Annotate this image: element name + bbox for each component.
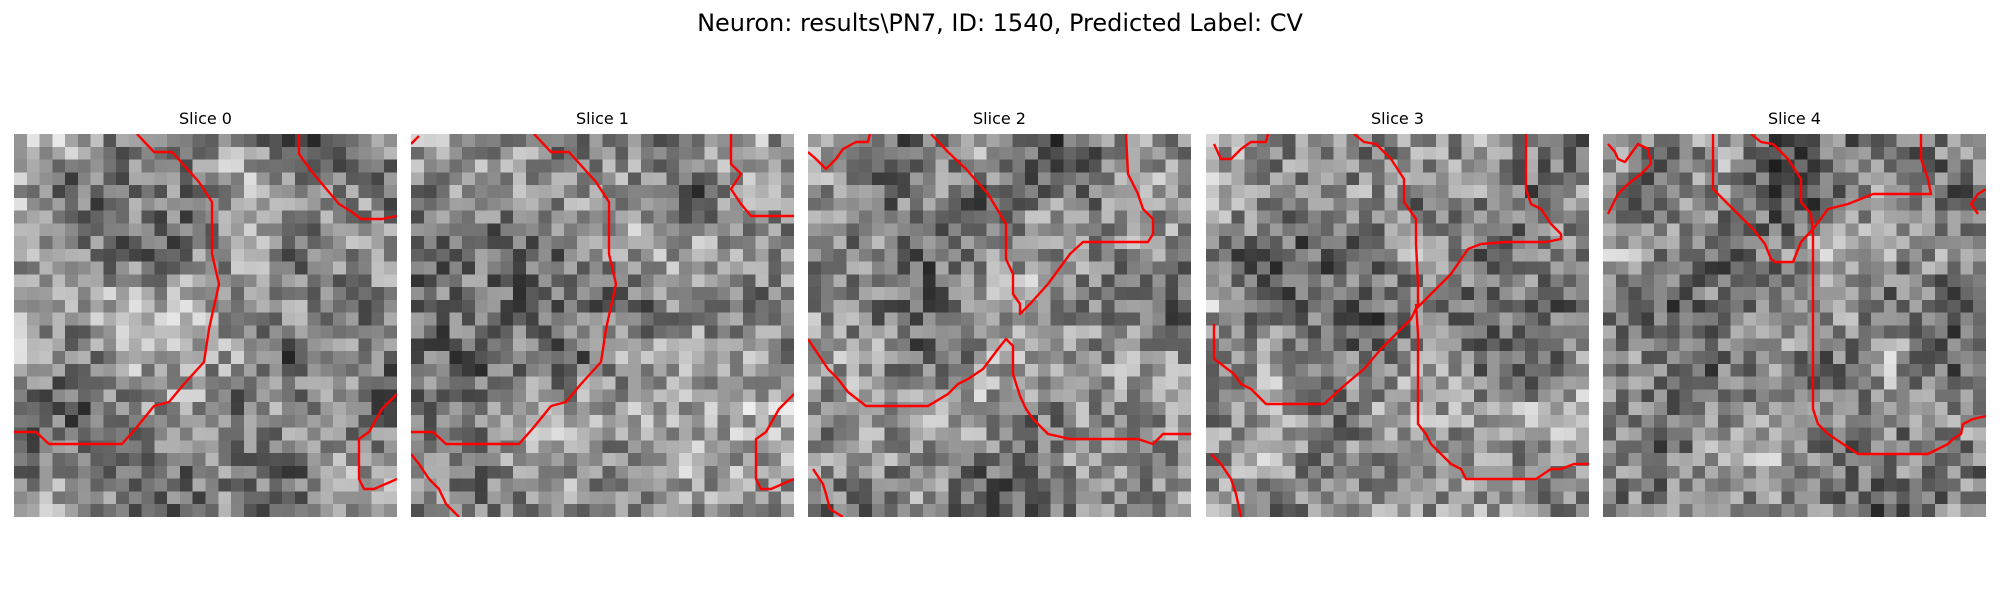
slice-title-1: Slice 1	[576, 109, 629, 128]
slice-title-2: Slice 2	[973, 109, 1026, 128]
figure-title: Neuron: results\PN7, ID: 1540, Predicted…	[697, 9, 1303, 37]
slice-panel-1: Slice 1	[411, 108, 794, 517]
slice-title-3: Slice 3	[1371, 109, 1424, 128]
slice-contour-0	[14, 134, 397, 491]
slice-title-4: Slice 4	[1768, 109, 1821, 128]
slice-image-1	[411, 134, 794, 517]
slice-panel-3: Slice 3	[1206, 108, 1589, 517]
slice-contour-3	[1210, 134, 1589, 517]
slice-panel-2: Slice 2	[808, 108, 1191, 517]
slice-image-2	[808, 134, 1191, 517]
slice-image-3	[1206, 134, 1589, 517]
slice-contour-2	[808, 134, 1191, 517]
slice-title-0: Slice 0	[179, 109, 232, 128]
slice-panel-4: Slice 4	[1603, 108, 1986, 517]
slice-contour-4	[1606, 134, 1986, 456]
slice-contour-1	[411, 134, 794, 517]
slice-panel-0: Slice 0	[14, 108, 397, 517]
